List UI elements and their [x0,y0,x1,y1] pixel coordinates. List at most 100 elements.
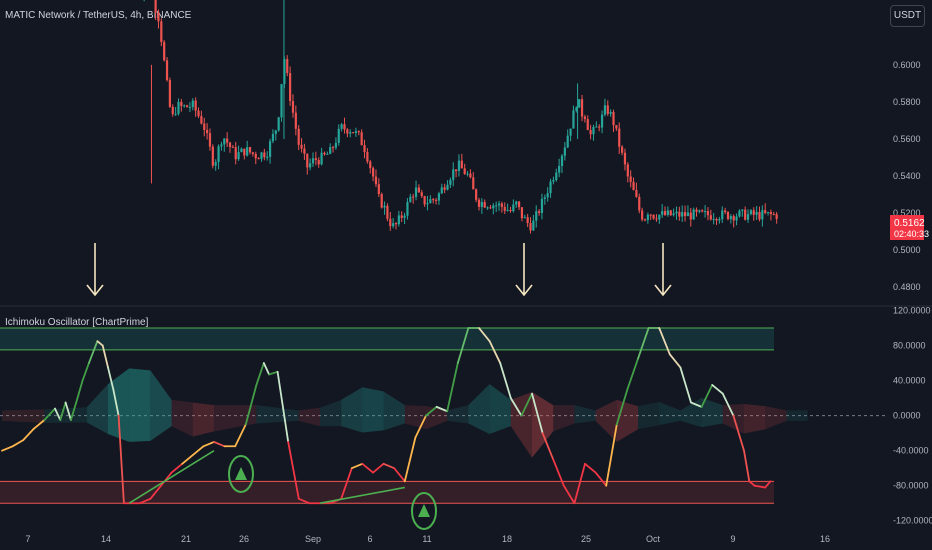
candle-body [154,0,157,13]
candle-body [434,199,438,201]
candle-body [303,148,306,154]
candle-body [729,216,732,220]
candle-body [709,215,712,220]
candle-body [641,210,644,220]
cloud-segment [171,399,193,437]
candle-body [280,84,283,118]
osc-axis-tick: -40.0000 [893,446,929,456]
candle-body [483,202,486,208]
candle-body [661,211,664,215]
oscillator-line [743,449,751,483]
candle-body [354,131,358,133]
candle-body [678,211,681,217]
candle-body [268,141,272,157]
candle-body [769,212,773,215]
candle-body [214,162,217,166]
candle-body [706,211,710,216]
candle-body [317,159,320,165]
osc-axis-tick: 80.0000 [893,341,926,351]
candle-body [180,101,183,107]
candle-body [552,179,555,182]
candle-body [495,205,498,207]
candle-body [389,218,392,227]
oscillator-line [721,392,735,417]
candle-body [349,132,352,134]
cloud-segment [765,406,787,430]
candle-body [472,177,475,190]
candle-body [266,156,269,158]
currency-button[interactable]: USDT [890,5,925,27]
candle-body [440,187,443,194]
oscillator-line [276,370,290,443]
candle-body [477,199,481,207]
candle-body [615,125,618,129]
candle-body [629,176,632,182]
cloud-segment [256,405,299,424]
candle-body [738,210,741,217]
candle-body [509,209,512,212]
time-axis-tick: 26 [239,534,249,544]
candle-body [606,105,609,114]
oscillator-title: Ichimoku Oscillator [ChartPrime] [5,317,149,328]
candle-body [392,223,395,227]
candle-body [486,207,489,209]
candle-body [403,215,406,218]
candle-body [351,132,355,134]
countdown-label: 02:40:33 [894,229,929,239]
oscillator-line [764,480,772,489]
candle-body [578,99,581,108]
candle-body [331,147,335,149]
oscillator-line [170,462,184,474]
candle-body [254,153,257,159]
cloud-segment [150,370,172,441]
candle-body [437,193,441,201]
candle-body [360,132,363,146]
chart-title: MATIC Network / TetherUS, 4h, BINANCE [5,10,192,21]
candle-body [386,205,389,219]
price-axis-tick: 0.6000 [893,60,921,70]
candle-body [758,211,761,220]
candle-body [294,112,297,129]
candle-body [646,214,649,221]
oscillator-line [552,458,565,487]
candle-body [497,203,501,206]
oscillator-pane [0,327,885,530]
down-arrow [86,243,104,297]
candle-body [211,146,214,166]
candle-body [429,199,432,204]
candle-body [600,114,604,128]
oscillator-line [456,327,470,364]
candle-body [761,210,764,220]
candle-body [520,207,524,219]
cloud-segment [362,387,384,433]
cloud-segment [2,409,45,423]
candle-body [171,106,174,115]
candle-body [744,209,747,220]
time-axis-tick: 14 [101,534,111,544]
candle-body [715,218,718,221]
trendline [128,449,215,504]
oscillator-line [478,327,491,343]
candle-body [632,181,635,191]
price-axis-tick: 0.5600 [893,134,921,144]
oscillator-line [11,439,25,448]
cloud-segment [383,391,405,431]
oscillator-line [88,340,99,364]
price-axis-tick: 0.4800 [893,282,921,292]
cloud-segment [298,407,320,427]
osc-axis-tick: -120.0000 [893,516,932,526]
oscillator-line [594,471,608,487]
candle-body [357,131,360,133]
candle-body [320,152,323,165]
oscillator-line [54,407,62,421]
candle-body [540,198,544,213]
candle-body [231,146,234,148]
candle-body [609,111,612,114]
candle-body [463,168,466,175]
candle-body [718,219,721,221]
candle-body [492,205,495,209]
time-axis-tick: Oct [646,534,661,544]
candle-body [726,211,730,220]
candle-body [263,152,266,158]
